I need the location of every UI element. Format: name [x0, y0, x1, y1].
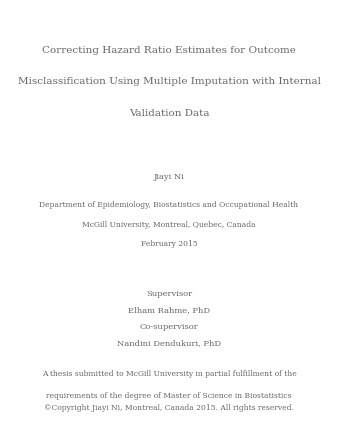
Text: February 2015: February 2015: [141, 240, 197, 248]
Text: requirements of the degree of Master of Science in Biostatistics: requirements of the degree of Master of …: [46, 392, 292, 400]
Text: Misclassification Using Multiple Imputation with Internal: Misclassification Using Multiple Imputat…: [18, 77, 320, 87]
Text: Nandini Dendukuri, PhD: Nandini Dendukuri, PhD: [117, 340, 221, 347]
Text: Jiayi Ni: Jiayi Ni: [153, 173, 185, 181]
Text: Elham Rahme, PhD: Elham Rahme, PhD: [128, 306, 210, 314]
Text: Validation Data: Validation Data: [129, 109, 209, 118]
Text: A thesis submitted to McGill University in partial fulfillment of the: A thesis submitted to McGill University …: [42, 370, 296, 378]
Text: McGill University, Montreal, Quebec, Canada: McGill University, Montreal, Quebec, Can…: [82, 221, 256, 229]
Text: Correcting Hazard Ratio Estimates for Outcome: Correcting Hazard Ratio Estimates for Ou…: [42, 46, 296, 55]
Text: Department of Epidemiology, Biostatistics and Occupational Health: Department of Epidemiology, Biostatistic…: [40, 201, 298, 209]
Text: Co-supervisor: Co-supervisor: [140, 323, 198, 331]
Text: Supervisor: Supervisor: [146, 290, 192, 298]
Text: ©Copyright Jiayi Ni, Montreal, Canada 2015. All rights reserved.: ©Copyright Jiayi Ni, Montreal, Canada 20…: [44, 404, 294, 412]
